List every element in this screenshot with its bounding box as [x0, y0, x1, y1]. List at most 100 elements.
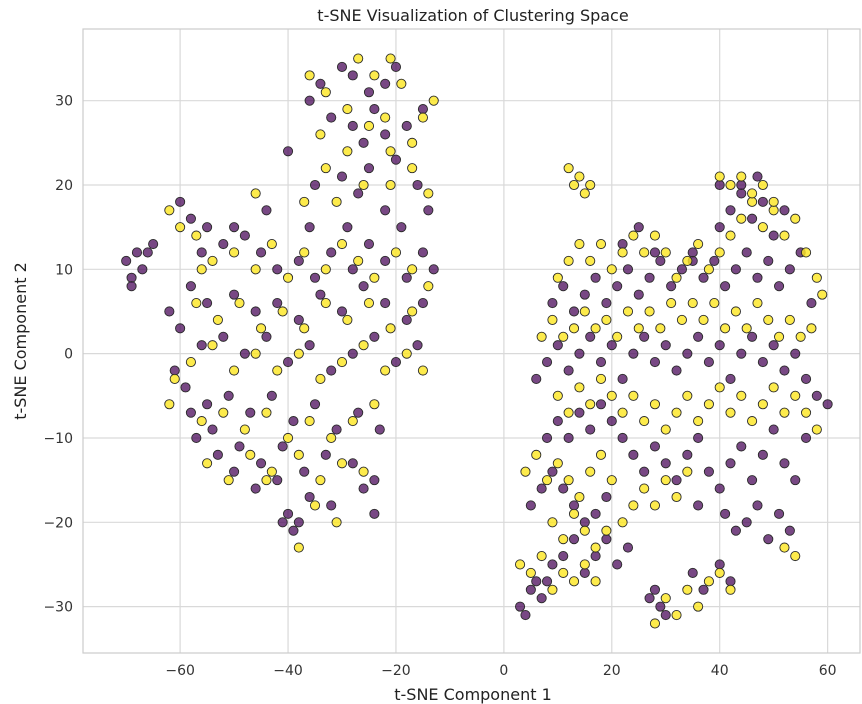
data-point-purple	[164, 306, 175, 317]
data-point-purple	[644, 593, 655, 604]
data-point-yellow	[552, 458, 563, 469]
data-point-yellow	[309, 500, 321, 511]
data-point-purple	[558, 281, 569, 292]
data-point-purple	[541, 576, 553, 587]
data-point-yellow	[606, 390, 617, 401]
data-point-yellow	[730, 306, 741, 317]
data-point-yellow	[725, 230, 736, 241]
data-point-purple	[229, 466, 240, 477]
data-point-purple	[579, 517, 590, 528]
data-point-purple	[234, 441, 245, 452]
data-point-purple	[369, 508, 380, 519]
data-point-yellow	[320, 163, 331, 174]
data-point-yellow	[585, 399, 596, 410]
data-point-yellow	[693, 601, 704, 612]
data-point-purple	[363, 238, 375, 250]
data-point-purple	[655, 601, 666, 612]
data-point-yellow	[525, 567, 536, 578]
data-point-yellow	[272, 365, 283, 376]
data-point-purple	[196, 247, 207, 258]
data-point-yellow	[579, 559, 590, 570]
data-point-yellow	[531, 449, 542, 460]
data-point-yellow	[185, 357, 196, 368]
data-point-purple	[326, 365, 337, 376]
data-point-purple	[191, 432, 202, 444]
data-point-purple	[612, 281, 623, 292]
data-point-yellow	[757, 222, 768, 233]
data-point-purple	[309, 399, 321, 410]
data-point-yellow	[358, 466, 369, 477]
data-point-yellow	[763, 314, 774, 325]
data-point-yellow	[212, 314, 223, 325]
data-point-yellow	[714, 382, 725, 393]
data-point-purple	[256, 458, 267, 469]
data-point-purple	[725, 458, 736, 469]
x-tick-label: −20	[381, 663, 411, 679]
data-point-yellow	[800, 407, 812, 418]
data-point-purple	[196, 340, 207, 351]
data-point-yellow	[585, 466, 596, 477]
data-point-purple	[202, 222, 213, 233]
data-point-purple	[380, 129, 391, 140]
data-point-yellow	[649, 399, 661, 410]
data-point-purple	[563, 365, 574, 376]
data-point-purple	[590, 508, 601, 519]
data-point-yellow	[407, 137, 418, 148]
data-point-purple	[239, 230, 250, 241]
data-point-purple	[811, 390, 822, 401]
data-point-yellow	[336, 357, 348, 368]
data-point-purple	[574, 348, 585, 359]
data-point-yellow	[293, 449, 304, 460]
data-point-purple	[363, 87, 375, 98]
data-point-purple	[601, 298, 612, 309]
data-point-yellow	[617, 517, 628, 528]
data-point-yellow	[541, 475, 553, 486]
data-point-purple	[309, 272, 321, 283]
data-point-purple	[714, 179, 725, 191]
data-point-yellow	[725, 407, 736, 418]
data-point-purple	[304, 491, 315, 503]
data-point-yellow	[191, 298, 202, 309]
data-point-purple	[644, 272, 655, 283]
data-point-purple	[390, 154, 402, 165]
data-point-purple	[207, 424, 218, 435]
data-point-purple	[649, 357, 661, 368]
data-point-yellow	[574, 238, 585, 250]
data-point-purple	[649, 441, 661, 452]
data-point-yellow	[757, 179, 768, 191]
data-point-purple	[417, 298, 428, 309]
data-point-yellow	[606, 475, 617, 486]
data-point-yellow	[417, 112, 428, 123]
data-point-yellow	[671, 272, 682, 283]
data-point-purple	[779, 365, 790, 376]
data-point-yellow	[266, 238, 277, 250]
y-tick-label: 0	[64, 347, 73, 363]
x-tick-label: 20	[603, 663, 621, 679]
data-point-purple	[148, 238, 159, 250]
data-point-yellow	[234, 298, 245, 309]
data-point-yellow	[407, 264, 418, 275]
data-point-yellow	[639, 416, 650, 427]
data-point-yellow	[811, 424, 822, 435]
data-point-yellow	[164, 399, 175, 410]
data-point-purple	[698, 584, 709, 595]
data-point-purple	[326, 500, 337, 511]
data-point-yellow	[315, 129, 326, 140]
data-point-purple	[347, 348, 358, 359]
data-point-purple	[768, 424, 779, 435]
data-point-purple	[541, 357, 553, 368]
data-point-yellow	[676, 314, 687, 325]
data-point-purple	[822, 399, 833, 410]
data-point-yellow	[703, 399, 714, 410]
data-point-purple	[428, 264, 439, 275]
data-point-purple	[579, 289, 590, 300]
data-point-purple	[374, 424, 385, 435]
data-point-yellow	[795, 331, 806, 342]
data-point-yellow	[628, 230, 639, 241]
data-point-yellow	[703, 576, 714, 587]
data-point-yellow	[299, 323, 310, 334]
data-point-purple	[347, 70, 358, 81]
x-tick-label: −60	[165, 663, 195, 679]
data-point-purple	[666, 281, 677, 292]
scatter-points	[121, 53, 833, 629]
